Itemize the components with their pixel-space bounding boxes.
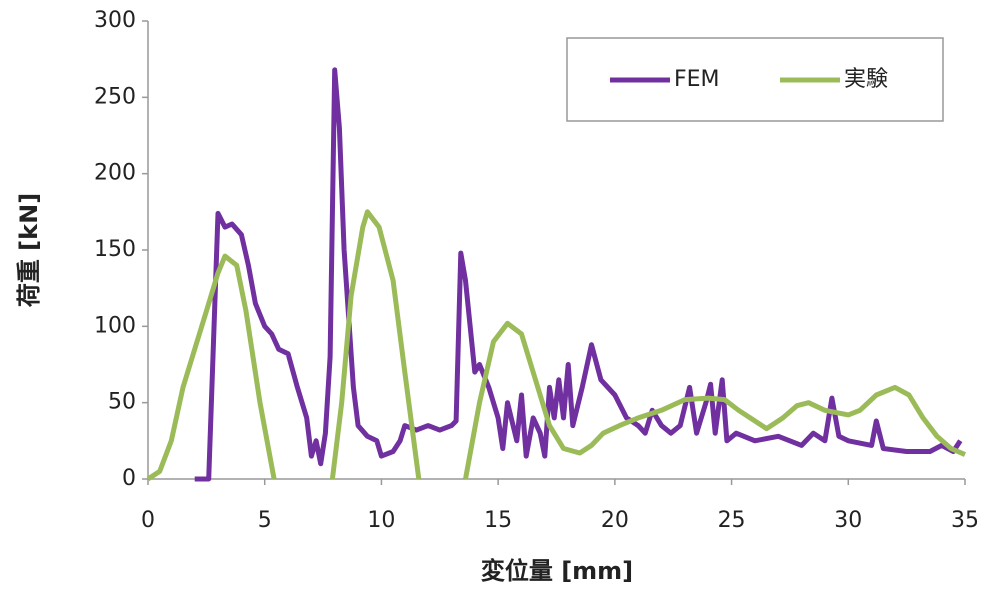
y-tick-label: 200 <box>94 161 136 186</box>
y-tick-label: 150 <box>94 237 136 262</box>
x-tick-label: 10 <box>367 508 395 533</box>
y-axis-title: 荷重 [kN] <box>15 193 43 307</box>
x-tick-label: 25 <box>718 508 746 533</box>
x-tick-label: 20 <box>601 508 629 533</box>
y-tick-label: 50 <box>108 390 136 415</box>
x-tick-label: 35 <box>951 508 979 533</box>
y-tick-label: 0 <box>122 466 136 491</box>
x-tick-label: 30 <box>834 508 862 533</box>
x-axis-title: 変位量 [mm] <box>481 557 633 585</box>
data-line <box>194 67 963 482</box>
x-tick-label: 15 <box>484 508 512 533</box>
y-tick-label: 250 <box>94 84 136 109</box>
y-tick-label: 300 <box>94 8 136 33</box>
y-tick-label: 100 <box>94 313 136 338</box>
x-tick-label: 5 <box>258 508 272 533</box>
legend-label: FEM <box>674 67 720 92</box>
data-line <box>146 209 966 482</box>
legend-label: 実験 <box>844 67 888 92</box>
x-tick-label: 0 <box>141 508 155 533</box>
